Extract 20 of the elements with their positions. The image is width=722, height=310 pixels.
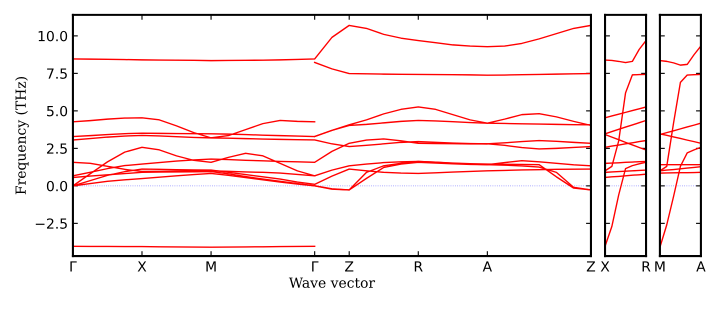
x-tick-label: R xyxy=(642,261,650,272)
x-tick-label: Γ xyxy=(312,261,318,272)
x-tick-label: Z xyxy=(345,261,354,272)
x-tick-label: Z xyxy=(586,261,596,272)
x-tick-label: M xyxy=(206,261,216,272)
y-tick-label: 10.0 xyxy=(38,30,68,42)
y-tick-label: 0.0 xyxy=(46,180,68,192)
y-tick-label: 5.0 xyxy=(47,106,68,116)
y-tick-label: 2.5 xyxy=(46,143,67,154)
x-tick-label: R xyxy=(414,261,423,272)
y-axis-title: Frequency (THz) xyxy=(15,77,29,194)
x-axis-title: Wave vector xyxy=(288,278,376,288)
x-tick-label: M xyxy=(655,261,665,272)
x-tick-label: X xyxy=(138,261,146,272)
x-tick-label: Γ xyxy=(70,261,77,272)
y-tick-label: 7.5 xyxy=(47,68,67,79)
x-tick-label: X xyxy=(600,261,610,272)
y-tick-label: −2.5 xyxy=(36,218,67,229)
x-tick-label: A xyxy=(482,261,492,272)
x-tick-label: A xyxy=(696,261,706,272)
